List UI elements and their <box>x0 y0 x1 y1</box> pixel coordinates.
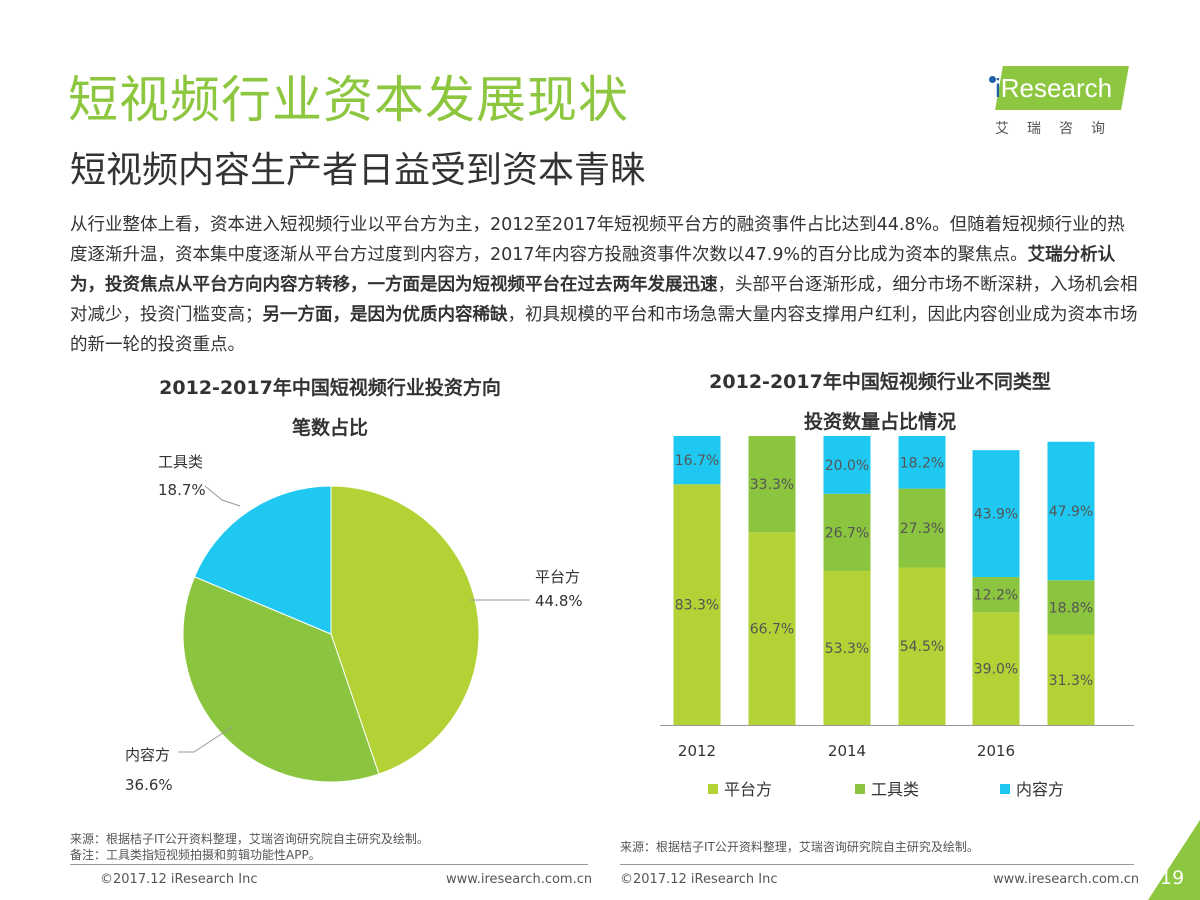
bar-segment-2015-s2 <box>898 436 946 489</box>
bar-segment-2016-s2 <box>972 450 1020 578</box>
bar-label-2017-s2: 47.9% <box>1049 504 1093 520</box>
bar-label-2014-s0: 53.3% <box>825 641 869 657</box>
bar-segment-2016-s1 <box>972 577 1020 613</box>
bar-label-2012-s2: 16.7% <box>675 453 719 469</box>
bar-legend: 平台方 工具类 内容方 <box>700 778 1140 802</box>
note-left: 备注：工具类指短视频拍摄和剪辑功能性APP。 <box>70 848 321 862</box>
pie-label-tool-name: 工具类 <box>158 453 204 471</box>
bar-segment-2014-s0 <box>823 570 871 725</box>
pie-title-line-2: 笔数占比 <box>291 417 368 439</box>
copyright-right: ©2017.12 iResearch Inc <box>620 872 778 887</box>
bar-chart-title: 2012-2017年中国短视频行业不同类型 投资数量占比情况 <box>620 362 1140 442</box>
bar-label-2016-s0: 39.0% <box>974 662 1018 678</box>
bar-title-line-2: 投资数量占比情况 <box>803 411 956 433</box>
bar-label-2016-s1: 12.2% <box>974 588 1018 604</box>
bar-label-2015-s2: 18.2% <box>900 455 944 471</box>
website-left: www.iresearch.com.cn <box>446 872 593 887</box>
pie-chart-title: 2012-2017年中国短视频行业投资方向 笔数占比 <box>70 368 590 448</box>
pie-label-tool: 工具类 18.7% <box>158 450 206 502</box>
body-text-2: ，头部平台逐渐形成，细分市场不断深耕，入场机会相对减少，投资门槛变高； <box>70 275 1138 325</box>
bar-label-2015-s1: 27.3% <box>900 521 944 537</box>
bar-segment-2017-s2 <box>1047 441 1095 581</box>
pie-label-platform-name: 平台方 <box>535 568 581 586</box>
bar-label-2016-s2: 43.9% <box>974 507 1018 523</box>
pie-label-content-name: 内容方 <box>125 746 171 764</box>
bar-label-2013-s0: 66.7% <box>750 622 794 638</box>
x-tick-label-2014: 2014 <box>828 742 866 760</box>
bar-label-2017-s0: 31.3% <box>1049 673 1093 689</box>
copyright-left: ©2017.12 iResearch Inc <box>100 872 258 887</box>
logo-dot-icon <box>989 76 996 83</box>
page-title: 短视频行业资本发展现状 <box>68 71 629 129</box>
page-subtitle: 短视频内容生产者日益受到资本青睐 <box>70 150 647 191</box>
source-left: 来源：根据桔子IT公开资料整理，艾瑞咨询研究院自主研究及绘制。 <box>70 832 429 846</box>
pie-label-tool-value: 18.7% <box>158 481 206 499</box>
bar-segment-2015-s0 <box>898 567 946 725</box>
legend-swatch-tool <box>855 784 865 794</box>
bar-segment-2014-s2 <box>823 436 871 494</box>
pie-slice-2 <box>193 485 332 635</box>
pie-label-content-value: 36.6% <box>125 776 173 794</box>
logo-chinese-name: 艾瑞咨询 <box>995 121 1123 137</box>
legend-item-tool: 工具类 <box>855 778 919 802</box>
pie-leader-line-2 <box>204 485 241 507</box>
legend-swatch-platform <box>708 784 718 794</box>
pie-label-platform-value: 44.8% <box>535 592 583 610</box>
x-tick-label-2012: 2012 <box>678 742 716 760</box>
bar-segment-2013-s0 <box>748 532 796 725</box>
pie-leader-line-1 <box>178 726 233 753</box>
bar-segment-2013-s1 <box>748 436 796 533</box>
bar-label-2012-s0: 83.3% <box>675 598 719 614</box>
bar-label-2014-s1: 26.7% <box>825 525 869 541</box>
x-tick-label-2016: 2016 <box>977 742 1015 760</box>
bar-segment-2012-s2 <box>673 436 721 485</box>
bar-segment-2014-s1 <box>823 493 871 571</box>
legend-swatch-content <box>1000 784 1010 794</box>
body-text-3: ，初具规模的平台和市场急需大量内容支撑用户红利，因此内容创业成为资本市场的新一轮… <box>70 305 1138 355</box>
body-text-1: 从行业整体上看，资本进入短视频行业以平台方为主，2012至2017年短视频平台方… <box>70 215 1125 265</box>
pie-title-line-1: 2012-2017年中国短视频行业投资方向 <box>159 377 501 399</box>
bar-segment-2016-s0 <box>972 612 1020 725</box>
bar-title-line-1: 2012-2017年中国短视频行业不同类型 <box>709 371 1051 393</box>
page-corner-tab <box>1148 820 1200 900</box>
iresearch-logo: iResearch 艾瑞咨询 <box>985 62 1155 140</box>
pie-label-platform: 平台方 44.8% <box>535 565 583 613</box>
body-bold-1: 艾瑞分析认为，投资焦点从平台方向内容方转移，一方面是因为短视频平台在过去两年发展… <box>70 245 1116 295</box>
footer-divider-right <box>620 864 1134 865</box>
website-right: www.iresearch.com.cn <box>993 872 1140 887</box>
bar-segment-2017-s1 <box>1047 580 1095 635</box>
legend-item-content: 内容方 <box>1000 778 1064 802</box>
body-bold-2: 另一方面，是因为优质内容稀缺 <box>262 305 508 325</box>
bar-label-2017-s1: 18.8% <box>1049 600 1093 616</box>
bar-label-2013-s1: 33.3% <box>750 477 794 493</box>
logo-wordmark: iResearch <box>995 73 1113 103</box>
pie-slice-1 <box>182 576 380 783</box>
bar-label-2014-s2: 20.0% <box>825 458 869 474</box>
bar-label-2015-s0: 54.5% <box>900 639 944 655</box>
bar-segment-2017-s0 <box>1047 634 1095 725</box>
pie-label-content: 内容方 36.6% <box>125 743 173 797</box>
footer-divider-left <box>70 864 588 865</box>
bar-segment-2015-s1 <box>898 488 946 568</box>
source-right: 来源：根据桔子IT公开资料整理，艾瑞咨询研究院自主研究及绘制。 <box>620 840 979 854</box>
bar-segment-2012-s0 <box>673 484 721 725</box>
pie-slice-0 <box>330 485 480 775</box>
page-number: 19 <box>1160 867 1185 889</box>
body-paragraph: 从行业整体上看，资本进入短视频行业以平台方为主，2012至2017年短视频平台方… <box>70 210 1140 360</box>
legend-item-platform: 平台方 <box>708 778 772 802</box>
